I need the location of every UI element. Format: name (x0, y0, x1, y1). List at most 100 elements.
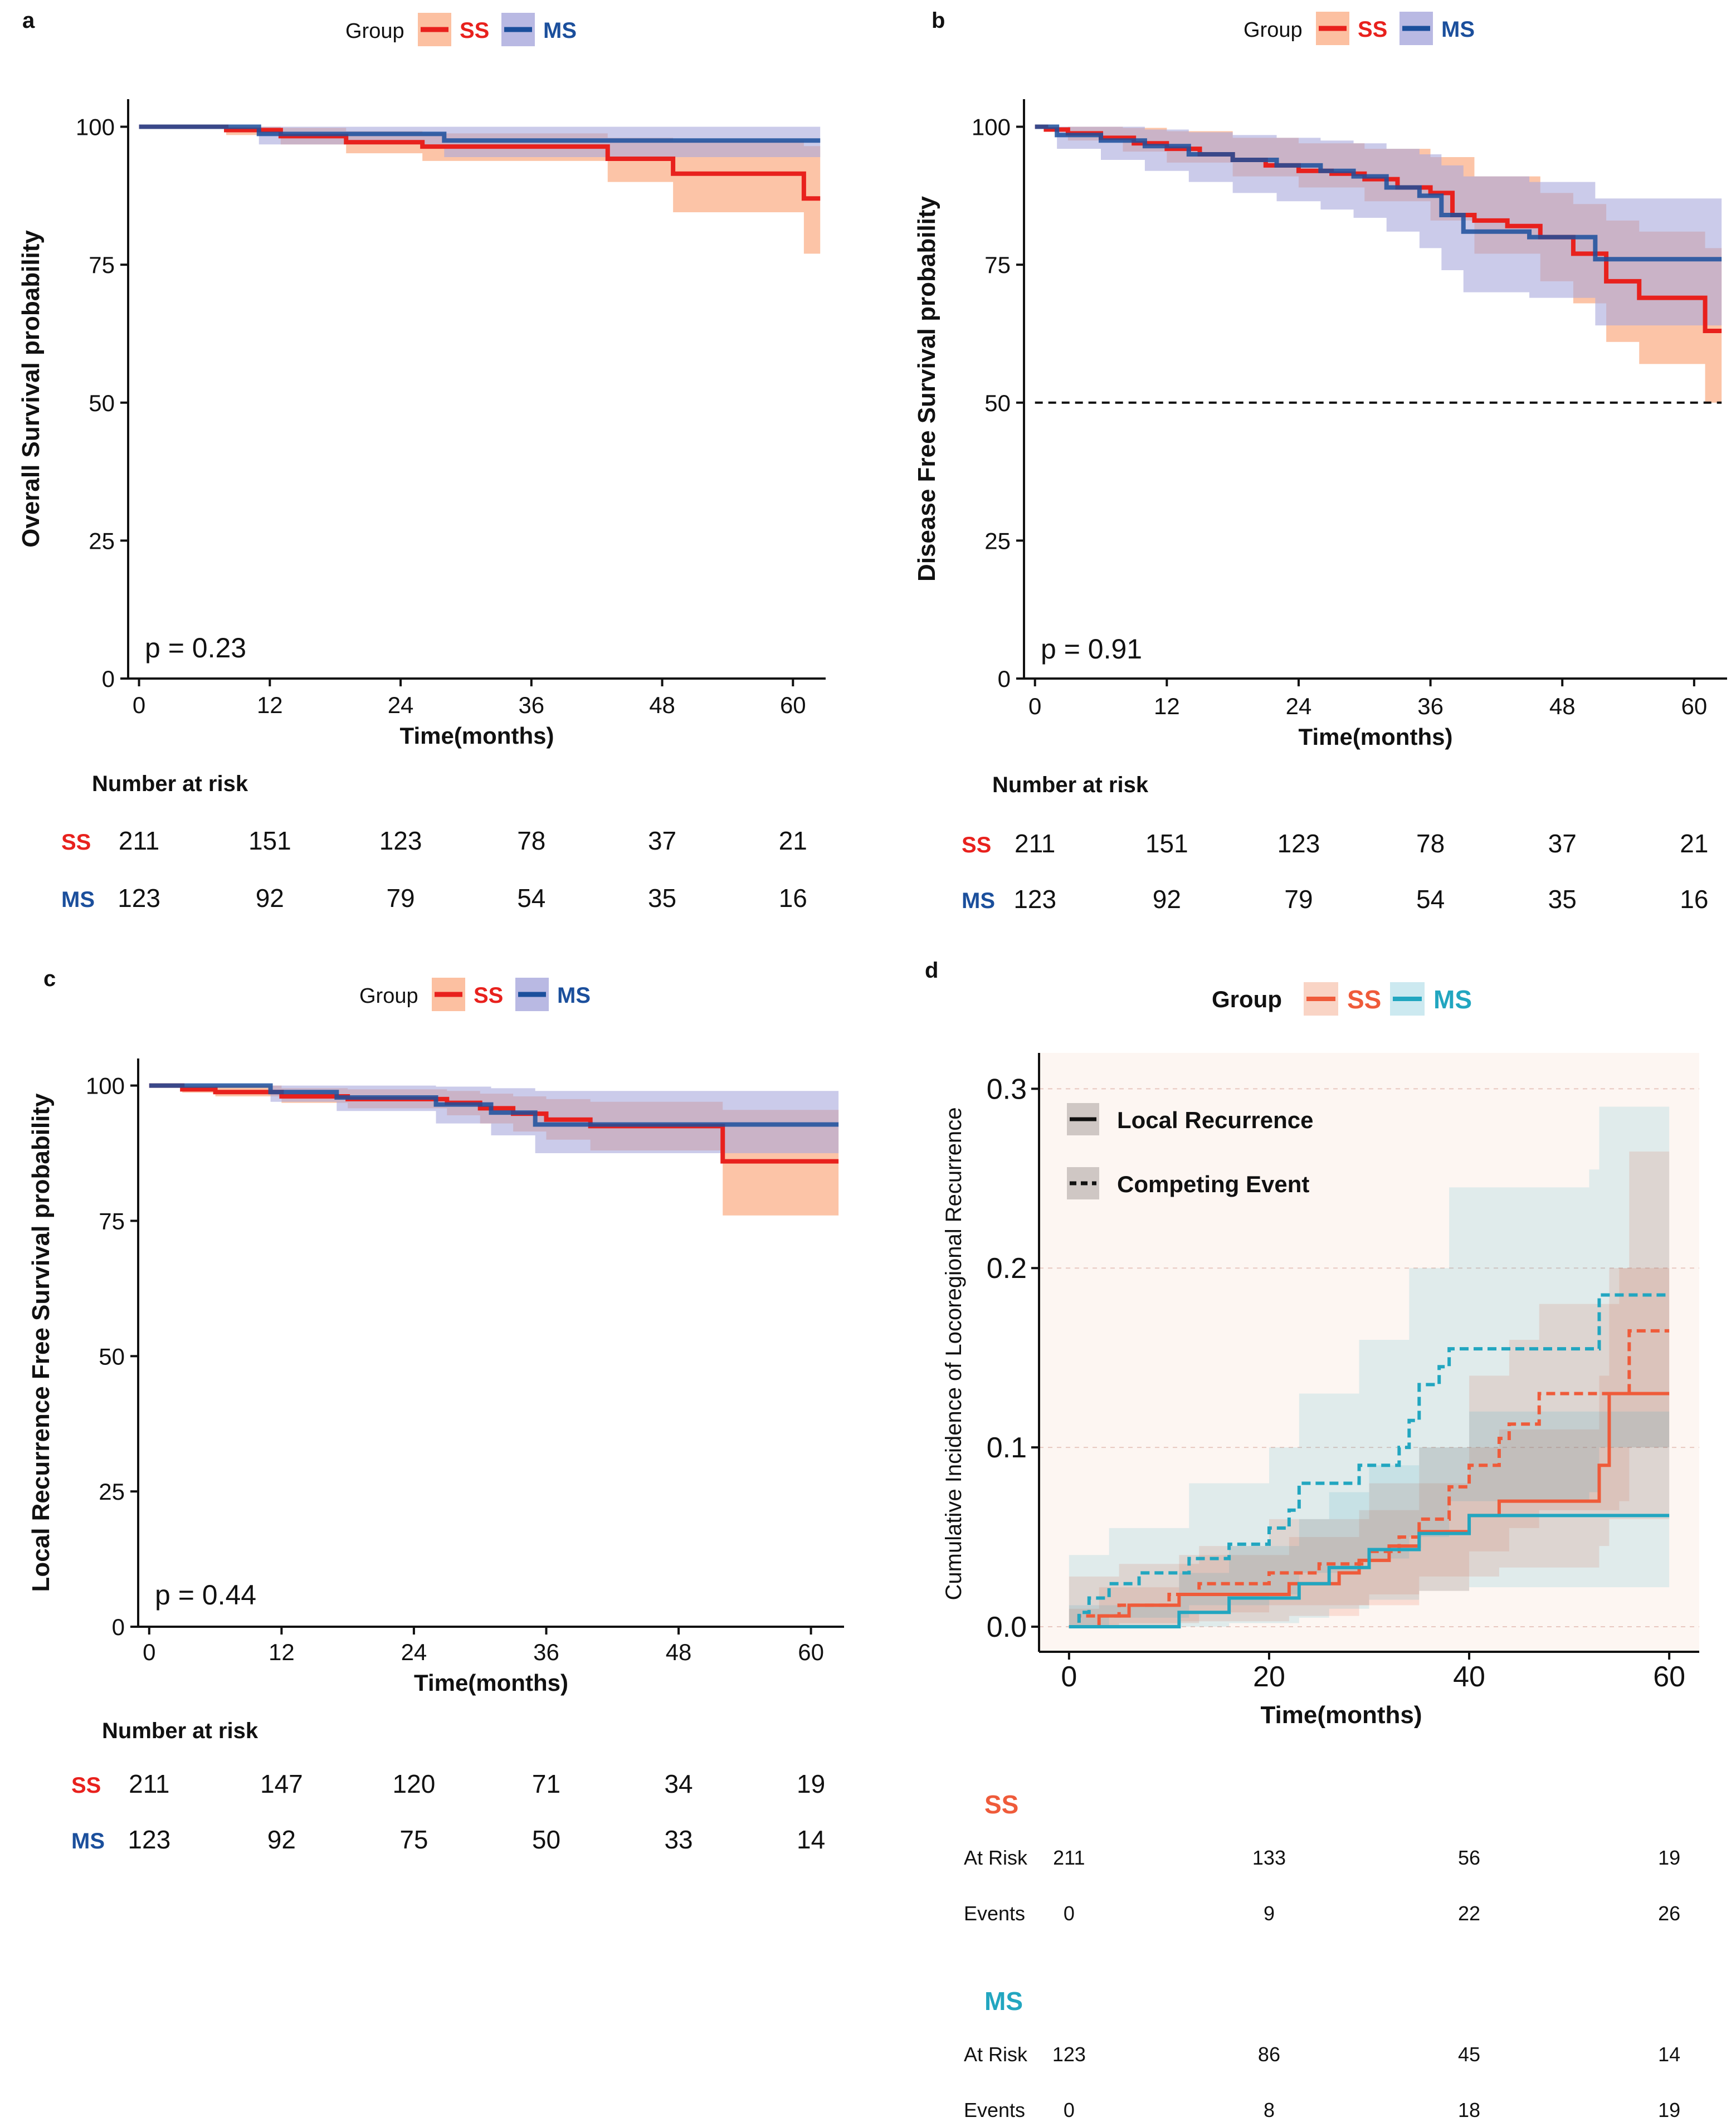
legend: Group SS MS (345, 13, 577, 46)
table-group-title: MS (984, 1987, 1023, 2016)
risk-count: 71 (532, 1769, 560, 1798)
risk-table-title: Number at risk (102, 1719, 259, 1743)
x-tick-label: 0 (133, 692, 145, 718)
legend-title: Group (359, 984, 418, 1008)
p-value: p = 0.91 (1041, 633, 1142, 665)
table-cell: 18 (1458, 2099, 1480, 2121)
risk-count: 211 (119, 826, 159, 855)
x-tick-label: 60 (798, 1639, 824, 1665)
risk-count: 50 (532, 1825, 560, 1854)
y-tick-label: 25 (984, 528, 1011, 554)
risk-table-title: Number at risk (92, 772, 248, 796)
risk-count: 78 (517, 826, 545, 855)
y-tick-label: 0.1 (987, 1432, 1027, 1464)
legend-title: Group (1212, 986, 1282, 1012)
risk-count: 211 (1015, 829, 1055, 858)
risk-count: 78 (1416, 829, 1445, 858)
table-cell: 0 (1064, 2099, 1075, 2121)
risk-count: 16 (1680, 885, 1708, 914)
risk-count: 123 (118, 884, 160, 913)
risk-count: 21 (779, 826, 807, 855)
x-tick-label: 12 (269, 1639, 295, 1665)
panel-label: a (22, 8, 35, 33)
p-value: p = 0.44 (155, 1579, 256, 1611)
risk-count: 123 (379, 826, 422, 855)
table-cell: 123 (1052, 2043, 1086, 2066)
table-row-label: Events (964, 1902, 1025, 1925)
risk-count: 92 (1153, 885, 1181, 914)
y-tick-label: 0.3 (987, 1073, 1027, 1105)
y-axis-title: Disease Free Survival probability (913, 196, 940, 582)
x-tick-label: 48 (649, 692, 675, 718)
x-tick-label: 12 (257, 692, 283, 718)
panel-label: d (925, 958, 938, 983)
y-tick-label: 100 (972, 114, 1011, 140)
competing-event-label: Competing Event (1117, 1171, 1309, 1197)
legend-ms-label: MS (557, 983, 591, 1008)
risk-count: 92 (267, 1825, 296, 1854)
table-cell: 56 (1458, 1846, 1480, 1869)
y-tick-label: 0 (102, 666, 115, 692)
x-tick-label: 24 (401, 1639, 427, 1665)
risk-count: 37 (1548, 829, 1577, 858)
x-tick-label: 40 (1453, 1661, 1485, 1693)
x-tick-label: 60 (1681, 693, 1707, 719)
risk-count: 54 (1416, 885, 1445, 914)
y-tick-label: 0 (112, 1614, 125, 1640)
x-tick-label: 60 (1653, 1661, 1685, 1693)
risk-table: Number at risk SS 211 151 123 78 37 21 MS 123 92 79… (61, 772, 807, 913)
table-cell: 14 (1658, 2043, 1680, 2066)
panel-d: d Group SS MS Local Recurrence Competing Even… (925, 958, 1699, 2121)
x-axis-title: Time(months) (1260, 1701, 1422, 1729)
y-tick-label: 75 (984, 252, 1011, 278)
y-tick-label: 75 (99, 1208, 125, 1234)
panel-c: c Group SS MS 0 25 50 75 100 0 12 24 36 48 60 Time(mont… (27, 967, 844, 1854)
table-cell: 9 (1264, 1902, 1275, 1925)
table-cell: 0 (1064, 1902, 1075, 1925)
ms-confidence-band (149, 1085, 839, 1153)
table-ms: MS At Risk 123 86 45 14 Events 0 8 18 19 (964, 1987, 1680, 2121)
risk-count: 123 (1013, 885, 1056, 914)
table-cell: 211 (1053, 1846, 1085, 1869)
x-tick-label: 0 (1028, 693, 1041, 719)
legend-ms-label: MS (1441, 17, 1475, 42)
y-axis-title: Cumulative Incidence of Locoregional Rec… (942, 1108, 966, 1601)
risk-count: 35 (648, 884, 676, 913)
legend-ms-label: MS (543, 18, 577, 43)
x-tick-label: 12 (1154, 693, 1180, 719)
legend-ss-label: SS (1358, 17, 1387, 42)
panel-a: a Group SS MS 0 25 50 75 100 0 12 24 36 48 60 Time(mont… (17, 8, 826, 913)
y-tick-label: 0.0 (987, 1611, 1027, 1643)
panel-b: b Group SS MS 0 25 50 75 100 0 12 24 36 48 60 Time(mont… (913, 8, 1727, 914)
y-tick-label: 100 (86, 1073, 125, 1099)
x-tick-label: 20 (1253, 1661, 1285, 1693)
risk-count: 123 (128, 1825, 170, 1854)
table-cell: 8 (1264, 2099, 1275, 2121)
risk-count: 211 (129, 1769, 169, 1798)
x-tick-label: 0 (1061, 1661, 1077, 1693)
y-tick-label: 100 (76, 114, 115, 140)
risk-count: 75 (399, 1825, 428, 1854)
table-row-label: Events (964, 2099, 1025, 2121)
risk-row-name-ms: MS (61, 887, 95, 912)
ms-local-curve (1069, 1514, 1670, 1628)
ms-competing-curve (1069, 1293, 1670, 1628)
risk-count: 16 (779, 884, 807, 913)
legend-title: Group (1244, 18, 1303, 42)
ss-competing-curve (1069, 1329, 1670, 1628)
risk-count: 54 (517, 884, 545, 913)
x-tick-label: 0 (143, 1639, 155, 1665)
risk-count: 34 (664, 1769, 693, 1798)
risk-count: 92 (256, 884, 284, 913)
table-cell: 45 (1458, 2043, 1480, 2066)
x-tick-label: 36 (1417, 693, 1444, 719)
legend-ms-label: MS (1433, 985, 1472, 1014)
risk-table-title: Number at risk (992, 773, 1149, 797)
table-cell: 22 (1458, 1902, 1480, 1925)
table-cell: 19 (1658, 2099, 1680, 2121)
x-tick-label: 36 (533, 1639, 559, 1665)
risk-count: 14 (797, 1825, 825, 1854)
y-tick-label: 50 (89, 390, 115, 416)
y-axis-title: Overall Survival probability (17, 230, 45, 548)
